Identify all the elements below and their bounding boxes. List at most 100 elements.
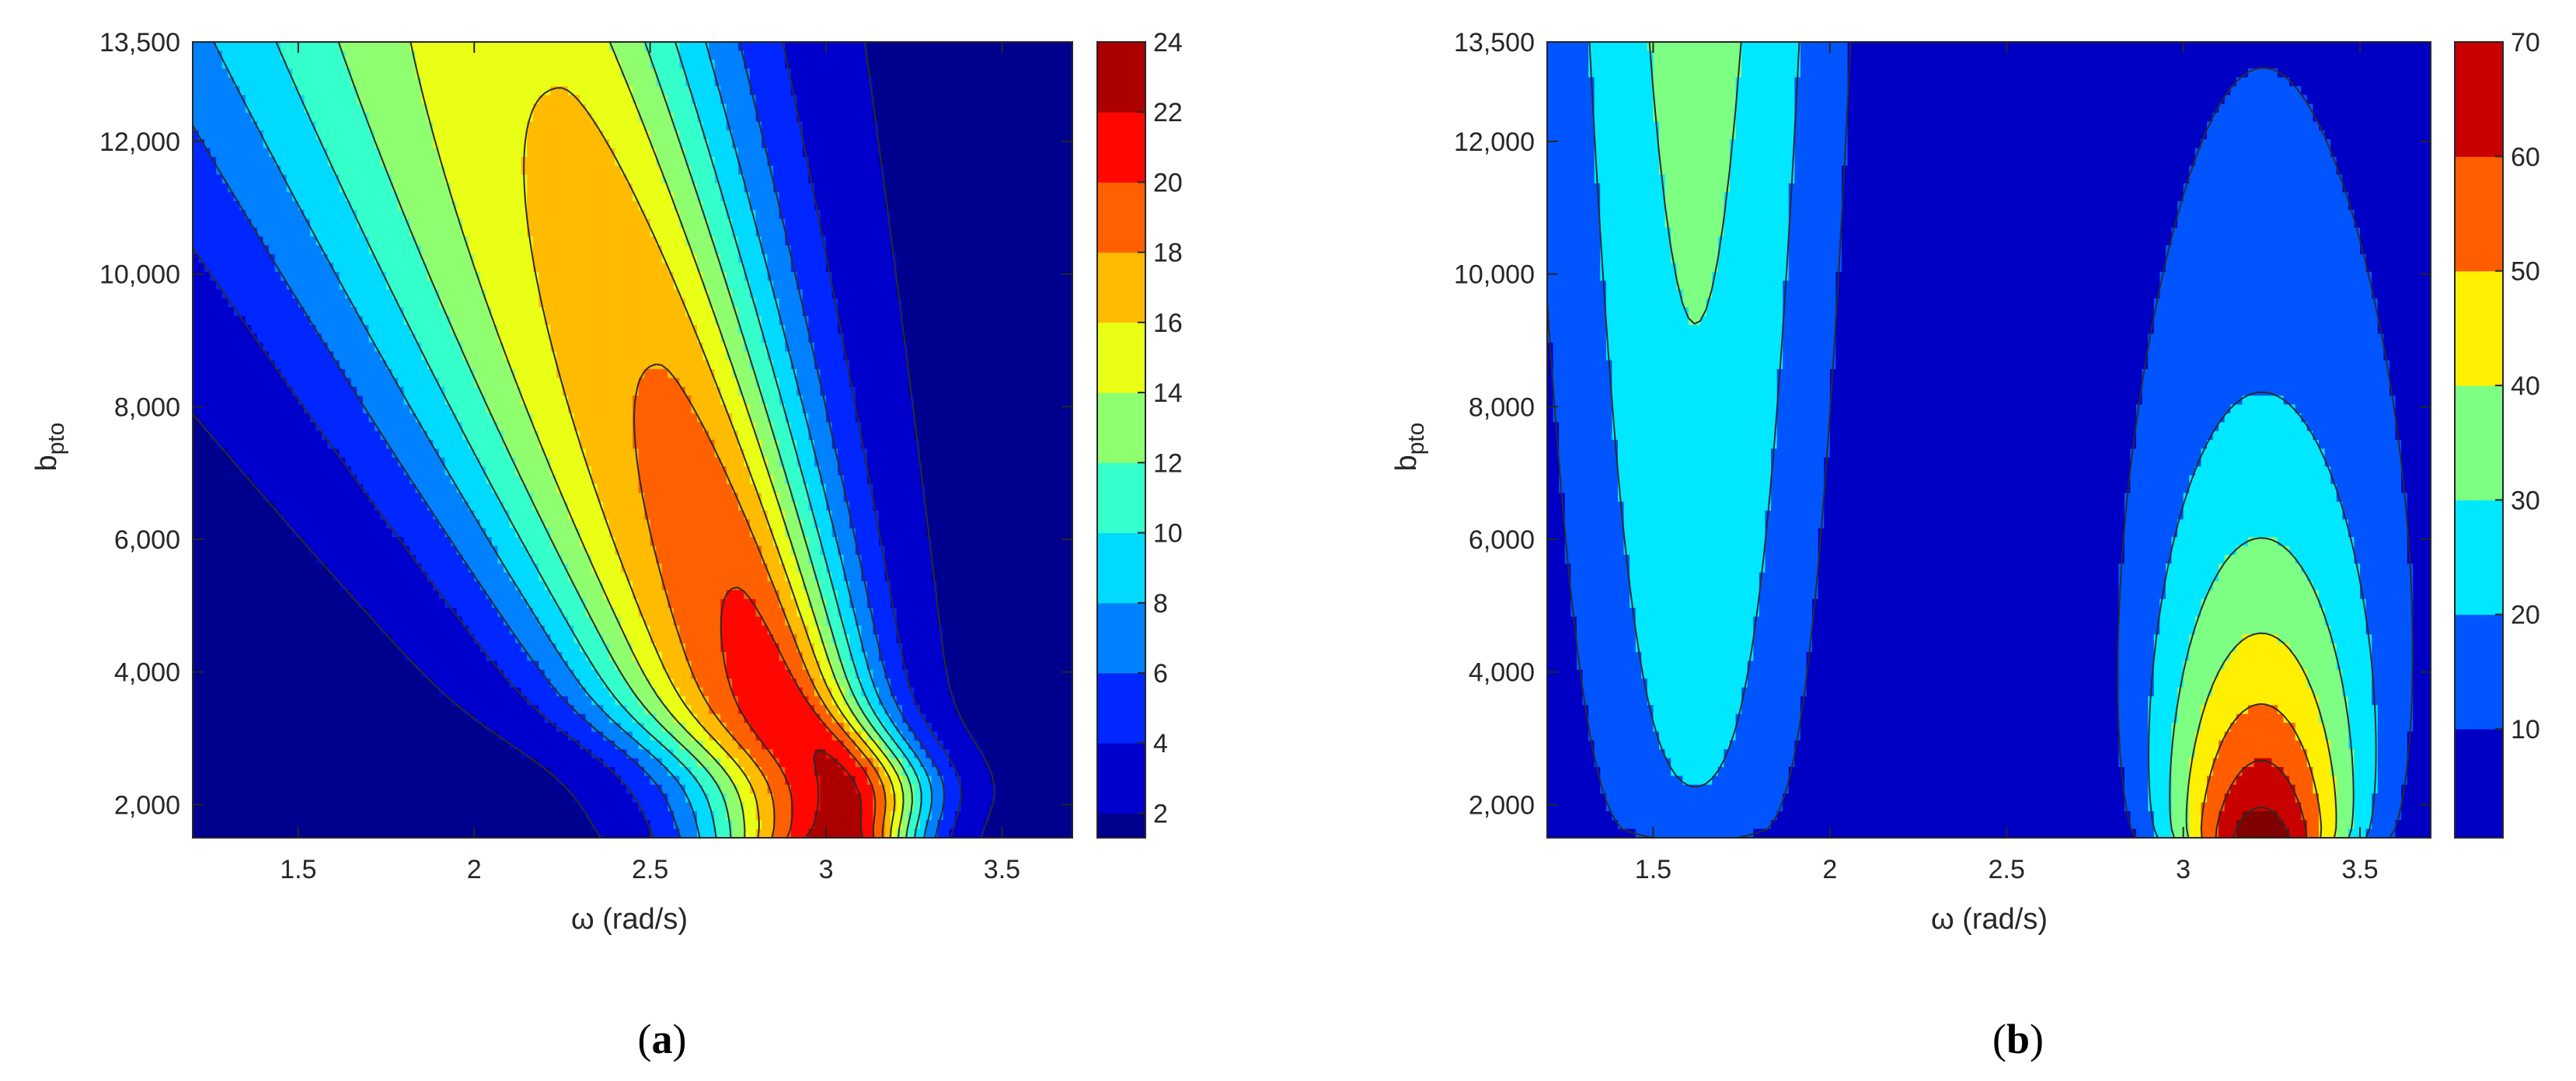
contour-cell: [661, 51, 668, 61]
contour-cell: [1002, 210, 1009, 220]
contour-cell: [403, 68, 410, 78]
contour-cell: [433, 227, 440, 237]
contour-cell: [286, 95, 293, 105]
contour-cell: [755, 227, 762, 237]
contour-cell: [608, 236, 615, 246]
contour-cell: [855, 183, 862, 194]
contour-cell: [380, 183, 387, 194]
contour-cell: [767, 271, 774, 281]
contour-cell: [245, 85, 253, 96]
contour-cell: [814, 218, 821, 228]
contour-cell: [1048, 236, 1055, 246]
contour-cell: [304, 130, 311, 140]
contour-cell: [503, 201, 511, 211]
contour-cell: [257, 174, 264, 184]
contour-cell: [479, 85, 486, 96]
contour-cell: [814, 307, 821, 317]
contour-cell: [292, 254, 299, 264]
contour-cell: [380, 210, 387, 220]
contour-cell: [866, 103, 874, 113]
contour-cell: [972, 103, 979, 113]
contour-cell: [767, 245, 774, 255]
contour-cell: [1048, 148, 1055, 158]
contour-cell: [779, 121, 786, 131]
contour-cell: [732, 192, 739, 202]
contour-cell: [1007, 68, 1015, 78]
contour-cell: [322, 174, 329, 184]
contour-cell: [878, 281, 886, 291]
contour-cell: [274, 130, 281, 140]
contour-cell: [274, 183, 281, 194]
contour-cell: [374, 192, 382, 202]
contour-cell: [281, 95, 288, 105]
contour-cell: [451, 307, 458, 317]
contour-cell: [1043, 271, 1050, 281]
contour-cell: [1031, 281, 1038, 291]
contour-cell: [221, 121, 228, 131]
contour-cell: [527, 289, 534, 299]
contour-cell: [937, 174, 944, 184]
contour-cell: [251, 139, 258, 149]
contour-cell: [292, 130, 299, 140]
contour-cell: [615, 95, 622, 105]
contour-cell: [726, 271, 733, 281]
contour-cell: [878, 113, 886, 122]
contour-cell: [374, 174, 382, 184]
contour-cell: [978, 51, 985, 61]
contour-cell: [638, 210, 645, 220]
contour-cell: [884, 95, 891, 105]
contour-cell: [198, 325, 205, 335]
contour-cell: [691, 95, 698, 105]
contour-cell: [456, 227, 463, 237]
contour-cell: [732, 271, 739, 281]
contour-cell: [451, 210, 458, 220]
contour-cell: [773, 95, 780, 105]
contour-cell: [357, 77, 364, 87]
contour-cell: [386, 263, 393, 273]
contour-cell: [239, 227, 246, 237]
contour-cell: [615, 263, 622, 273]
contour-cell: [322, 192, 329, 202]
contour-cell: [374, 42, 382, 51]
contour-cell: [967, 121, 974, 131]
contour-cell: [515, 289, 522, 299]
contour-cell: [1025, 227, 1032, 237]
contour-cell: [943, 271, 950, 281]
contour-cell: [251, 298, 258, 308]
contour-cell: [633, 281, 640, 291]
contour-cell: [620, 68, 628, 78]
contour-cell: [972, 166, 979, 176]
contour-cell: [521, 263, 528, 273]
contour-cell: [831, 289, 838, 299]
contour-cell: [797, 325, 803, 335]
contour-cell: [849, 166, 856, 176]
contour-cell: [697, 68, 704, 78]
contour-cell: [263, 192, 270, 202]
contour-cell: [573, 236, 580, 246]
contour-cell: [251, 183, 258, 194]
contour-cell: [790, 51, 797, 61]
contour-cell: [644, 68, 651, 78]
contour-cell: [685, 59, 692, 69]
contour-cell: [239, 51, 246, 61]
contour-cell: [914, 263, 921, 273]
contour-cell: [251, 271, 258, 281]
contour-cell: [403, 307, 410, 317]
contour-cell: [779, 210, 786, 220]
contour-cell: [221, 77, 228, 87]
contour-cell: [633, 113, 640, 122]
contour-cell: [626, 307, 633, 317]
contour-cell: [368, 42, 375, 51]
contour-cell: [362, 183, 369, 194]
contour-cell: [720, 236, 727, 246]
contour-cell: [603, 236, 610, 246]
contour-cell: [438, 245, 446, 255]
contour-cell: [210, 307, 217, 317]
contour-cell: [702, 148, 709, 158]
contour-cell: [638, 174, 645, 184]
contour-cell: [221, 42, 228, 51]
contour-cell: [573, 281, 580, 291]
contour-cell: [597, 130, 604, 140]
contour-cell: [843, 68, 850, 78]
contour-cell: [638, 51, 645, 61]
